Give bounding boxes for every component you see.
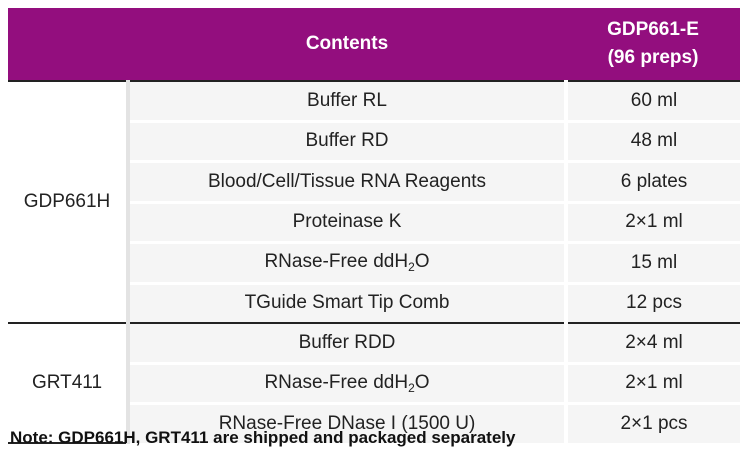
item-qty: 2×1 pcs: [566, 403, 740, 443]
item-qty: 15 ml: [566, 242, 740, 285]
header-product-size: (96 preps): [607, 47, 699, 68]
table-row: RNase-Free ddH2O 2×1 ml: [8, 363, 740, 405]
item-name: Buffer RDD: [128, 322, 568, 365]
item-name: Buffer RL: [128, 80, 568, 123]
item-name-prefix: RNase-Free ddH: [264, 251, 409, 273]
item-qty: 60 ml: [566, 80, 740, 123]
table-row: Blood/Cell/Tissue RNA Reagents 6 plates: [8, 161, 740, 204]
item-qty: 2×1 ml: [566, 202, 740, 244]
item-qty: 48 ml: [566, 121, 740, 163]
item-name-suffix: O: [414, 371, 430, 393]
item-name: RNase-Free ddH2O: [128, 363, 568, 405]
item-name-suffix: O: [414, 251, 430, 273]
group-name-gdp661h: GDP661H: [8, 80, 130, 323]
header-product: GDP661-E (96 preps): [566, 8, 740, 81]
table-row: TGuide Smart Tip Comb 12 pcs: [8, 283, 740, 323]
item-qty: 2×4 ml: [566, 322, 740, 365]
item-name-subscript: 2: [408, 260, 415, 275]
item-name: TGuide Smart Tip Comb: [128, 283, 568, 323]
item-name: Buffer RD: [128, 121, 568, 163]
item-name: Proteinase K: [128, 202, 568, 244]
group-name-grt411: GRT411: [8, 322, 130, 444]
table-row: GRT411 Buffer RDD 2×4 ml: [8, 322, 740, 444]
item-name-prefix: RNase-Free ddH: [264, 371, 409, 393]
table-row: GDP661H Buffer RL 60 ml: [8, 80, 740, 323]
header-contents: Contents: [128, 8, 566, 81]
table-body: GDP661H Buffer RL 60 ml Buffer RD 48 ml …: [8, 80, 740, 444]
table-header: Contents GDP661-E (96 preps): [8, 8, 740, 81]
item-name: Blood/Cell/Tissue RNA Reagents: [128, 161, 568, 204]
kit-contents-table: Contents GDP661-E (96 preps) GDP661H Buf…: [8, 8, 740, 444]
item-qty: 6 plates: [566, 161, 740, 204]
shipping-note: Note: GDP661H, GRT411 are shipped and pa…: [10, 428, 516, 447]
table-row: RNase-Free DNase I (1500 U) 2×1 pcs: [8, 403, 740, 443]
item-name: RNase-Free ddH2O: [128, 242, 568, 285]
table-row: Buffer RD 48 ml: [8, 121, 740, 163]
table-row: RNase-Free ddH2O 15 ml: [8, 242, 740, 285]
item-name-subscript: 2: [408, 380, 415, 395]
item-qty: 2×1 ml: [566, 363, 740, 405]
header-spacer-cell: [8, 8, 128, 81]
table-row: Proteinase K 2×1 ml: [8, 202, 740, 244]
item-qty: 12 pcs: [566, 283, 740, 323]
item-name: RNase-Free DNase I (1500 U): [128, 403, 568, 443]
header-product-code: GDP661-E: [607, 19, 699, 41]
